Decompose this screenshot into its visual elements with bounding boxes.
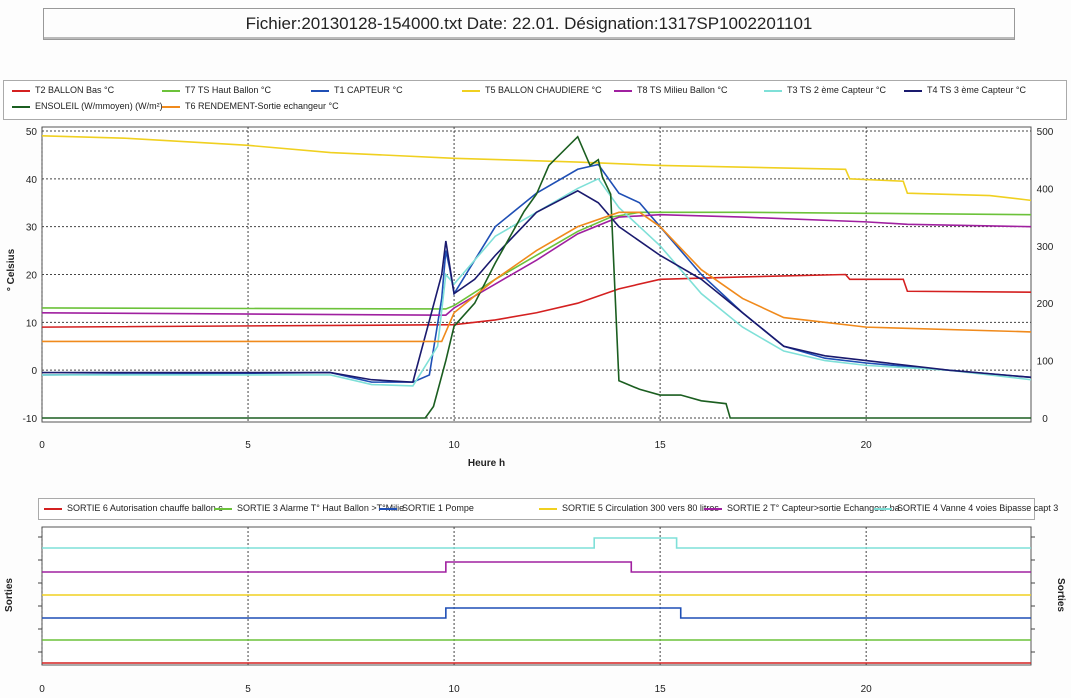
- series-line: [42, 177, 1032, 387]
- legend-label: SORTIE 1 Pompe: [402, 503, 474, 513]
- x-tick-label: 0: [39, 440, 45, 451]
- legend-swatch: [12, 105, 30, 108]
- main-legend: T2 BALLON Bas °C T7 TS Haut Ballon °C T1 C…: [3, 80, 1067, 120]
- y2-axis-label: Sorties: [1055, 578, 1066, 612]
- x-tick-label: 20: [861, 684, 873, 695]
- legend-label: SORTIE 4 Vanne 4 voies Bipasse capt 3: [897, 503, 1059, 513]
- x-tick-label: 15: [655, 440, 667, 451]
- legend-item: T6 RENDEMENT-Sortie echangeur °C: [162, 101, 339, 111]
- output-step-line: [42, 607, 1031, 619]
- series-line: [42, 135, 1031, 419]
- legend-swatch: [539, 507, 557, 510]
- y2-tick-label: 100: [1037, 357, 1054, 368]
- output-step-line: [42, 561, 1031, 573]
- legend-swatch: [379, 507, 397, 510]
- legend-swatch: [904, 89, 922, 92]
- legend-item: ENSOLEIL (W/mmoyen) (W/m²): [12, 101, 163, 111]
- y2-tick-label: 500: [1037, 127, 1054, 138]
- y2-tick-label: 300: [1037, 242, 1054, 253]
- legend-swatch: [764, 89, 782, 92]
- legend-label: SORTIE 3 Alarme T° Haut Ballon >T°Milie: [237, 503, 405, 513]
- series-line: [41, 213, 1032, 316]
- x-tick-label: 5: [245, 440, 251, 451]
- legend-item: SORTIE 4 Vanne 4 voies Bipasse capt 3: [874, 503, 1058, 513]
- y-tick-label: 10: [26, 318, 38, 329]
- legend-label: SORTIE 6 Autorisation chauffe ballon c: [67, 503, 223, 513]
- legend-swatch: [162, 89, 180, 92]
- legend-item: SORTIE 3 Alarme T° Haut Ballon >T°Milie: [214, 503, 404, 513]
- legend-label: T8 TS Milieu Ballon °C: [637, 85, 728, 95]
- series-line: [41, 134, 1032, 202]
- x-tick-label: 10: [449, 440, 461, 451]
- legend-item: SORTIE 2 T° Capteur>sortie Echangeur ba: [704, 503, 900, 513]
- legend-swatch: [162, 105, 180, 108]
- legend-swatch: [704, 507, 722, 510]
- legend-swatch: [12, 89, 30, 92]
- outputs-legend: SORTIE 6 Autorisation chauffe ballon c SO…: [38, 498, 1058, 520]
- legend-swatch: [44, 507, 62, 510]
- series-line: [42, 211, 1032, 343]
- legend-label: T2 BALLON Bas °C: [35, 85, 115, 95]
- y-tick-label: -10: [23, 414, 38, 425]
- legend-label: T6 RENDEMENT-Sortie echangeur °C: [185, 101, 339, 111]
- series-line: [41, 273, 1032, 328]
- legend-swatch: [214, 507, 232, 510]
- legend-item: T2 BALLON Bas °C: [12, 85, 114, 95]
- y-tick-label: 0: [31, 366, 37, 377]
- y-axis-label: Sorties: [4, 578, 15, 612]
- series-line: [42, 189, 1032, 383]
- legend-label: T7 TS Haut Ballon °C: [185, 85, 271, 95]
- legend-item: T4 TS 3 ème Capteur °C: [904, 85, 1026, 95]
- legend-item: T7 TS Haut Ballon °C: [162, 85, 271, 95]
- x-axis-label: Heure h: [468, 458, 505, 469]
- legend-label: ENSOLEIL (W/mmoyen) (W/m²): [35, 101, 163, 111]
- y-tick-label: 30: [26, 223, 38, 234]
- y2-tick-label: 400: [1037, 184, 1054, 195]
- legend-label: SORTIE 2 T° Capteur>sortie Echangeur ba: [727, 503, 900, 513]
- legend-swatch: [874, 507, 892, 510]
- x-tick-label: 15: [655, 684, 667, 695]
- y-axis-label: ° Celsius: [6, 248, 17, 291]
- file-title: Fichier:20130128-154000.txt Date: 22.01.…: [43, 8, 1015, 40]
- y-tick-label: 50: [26, 127, 38, 138]
- legend-swatch: [311, 89, 329, 92]
- legend-item: SORTIE 5 Circulation 300 vers 80 litres: [539, 503, 719, 513]
- legend-label: T5 BALLON CHAUDIERE °C: [485, 85, 602, 95]
- legend-swatch: [462, 89, 480, 92]
- legend-label: T1 CAPTEUR °C: [334, 85, 403, 95]
- series-line: [41, 211, 1032, 310]
- x-tick-label: 5: [245, 684, 251, 695]
- y-tick-label: 20: [26, 271, 38, 282]
- legend-label: T3 TS 2 ème Capteur °C: [787, 85, 886, 95]
- output-step-line: [42, 537, 1031, 549]
- y2-tick-label: 200: [1037, 299, 1054, 310]
- legend-item: SORTIE 6 Autorisation chauffe ballon c: [44, 503, 223, 513]
- legend-label: SORTIE 5 Circulation 300 vers 80 litres: [562, 503, 719, 513]
- legend-item: SORTIE 1 Pompe: [379, 503, 474, 513]
- x-tick-label: 20: [861, 440, 873, 451]
- y-tick-label: 40: [26, 175, 38, 186]
- y2-tick-label: 0: [1042, 414, 1048, 425]
- x-tick-label: 0: [39, 684, 45, 695]
- legend-label: T4 TS 3 ème Capteur °C: [927, 85, 1026, 95]
- legend-item: T5 BALLON CHAUDIERE °C: [462, 85, 602, 95]
- x-tick-label: 10: [449, 684, 461, 695]
- legend-item: T8 TS Milieu Ballon °C: [614, 85, 727, 95]
- legend-item: T3 TS 2 ème Capteur °C: [764, 85, 886, 95]
- legend-swatch: [614, 89, 632, 92]
- legend-item: T1 CAPTEUR °C: [311, 85, 403, 95]
